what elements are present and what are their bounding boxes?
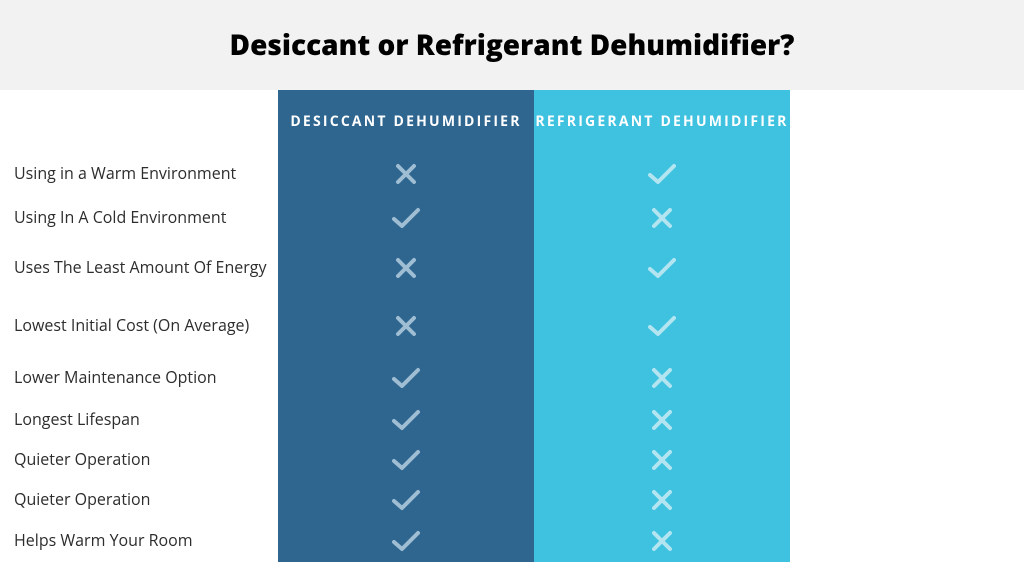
value-cell [278, 440, 534, 480]
value-cell [278, 480, 534, 520]
value-cell [534, 520, 790, 562]
page-title: Desiccant or Refrigerant Dehumidifier? [230, 26, 795, 64]
row-label: Quieter Operation [0, 440, 278, 480]
check-icon [391, 365, 421, 391]
value-cell [278, 240, 534, 296]
check-icon [647, 161, 677, 187]
table-corner [0, 90, 278, 152]
row-label: Lower Maintenance Option [0, 356, 278, 400]
row-label: Quieter Operation [0, 480, 278, 520]
value-cell [534, 480, 790, 520]
header-band: Desiccant or Refrigerant Dehumidifier? [0, 0, 1024, 90]
cross-icon [651, 367, 673, 389]
value-cell [534, 440, 790, 480]
value-cell [278, 356, 534, 400]
cross-icon [395, 315, 417, 337]
check-icon [647, 255, 677, 281]
value-cell [278, 296, 534, 356]
row-label: Using in a Warm Environment [0, 152, 278, 196]
row-label: Using In A Cold Environment [0, 196, 278, 240]
value-cell [278, 152, 534, 196]
value-cell [278, 196, 534, 240]
value-cell [534, 152, 790, 196]
value-cell [278, 400, 534, 440]
row-label: Longest Lifespan [0, 400, 278, 440]
column-header: REFRIGERANT DEHUMIDIFIER [534, 90, 790, 152]
value-cell [534, 400, 790, 440]
cross-icon [651, 449, 673, 471]
check-icon [647, 313, 677, 339]
row-label: Helps Warm Your Room [0, 520, 278, 562]
row-label: Lowest Initial Cost (On Average) [0, 296, 278, 356]
comparison-table: DESICCANT DEHUMIDIFIERREFRIGERANT DEHUMI… [0, 90, 1024, 562]
cross-icon [395, 163, 417, 185]
check-icon [391, 447, 421, 473]
column-header: DESICCANT DEHUMIDIFIER [278, 90, 534, 152]
check-icon [391, 528, 421, 554]
value-cell [278, 520, 534, 562]
cross-icon [651, 207, 673, 229]
cross-icon [651, 489, 673, 511]
row-label: Uses The Least Amount Of Energy [0, 240, 278, 296]
check-icon [391, 407, 421, 433]
cross-icon [395, 257, 417, 279]
check-icon [391, 205, 421, 231]
check-icon [391, 487, 421, 513]
value-cell [534, 296, 790, 356]
value-cell [534, 356, 790, 400]
value-cell [534, 240, 790, 296]
cross-icon [651, 530, 673, 552]
value-cell [534, 196, 790, 240]
cross-icon [651, 409, 673, 431]
